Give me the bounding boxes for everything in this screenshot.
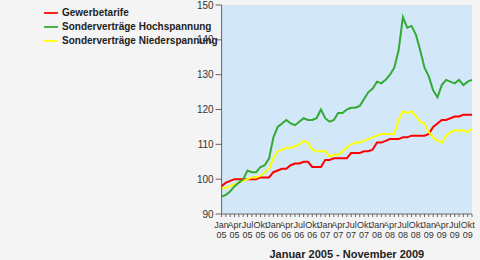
svg-text:140: 140 <box>197 34 214 45</box>
svg-text:Jul08: Jul08 <box>397 220 409 240</box>
svg-text:Apr05: Apr05 <box>228 220 242 240</box>
svg-text:Apr08: Apr08 <box>383 220 397 240</box>
svg-text:120: 120 <box>197 104 214 115</box>
svg-text:90: 90 <box>202 209 214 220</box>
svg-text:Apr09: Apr09 <box>435 220 449 240</box>
svg-text:Jul05: Jul05 <box>242 220 254 240</box>
svg-text:Januar 2005 - November 2009: Januar 2005 - November 2009 <box>269 248 424 260</box>
svg-text:100: 100 <box>197 174 214 185</box>
svg-text:130: 130 <box>197 69 214 80</box>
svg-text:Apr07: Apr07 <box>331 220 345 240</box>
svg-text:Jul07: Jul07 <box>345 220 357 240</box>
svg-text:110: 110 <box>198 139 214 150</box>
svg-text:Apr06: Apr06 <box>279 220 293 240</box>
svg-text:Jul06: Jul06 <box>294 220 306 240</box>
svg-text:Okt09: Okt09 <box>461 220 472 240</box>
svg-text:Jul09: Jul09 <box>449 220 461 240</box>
svg-text:150: 150 <box>197 0 214 11</box>
